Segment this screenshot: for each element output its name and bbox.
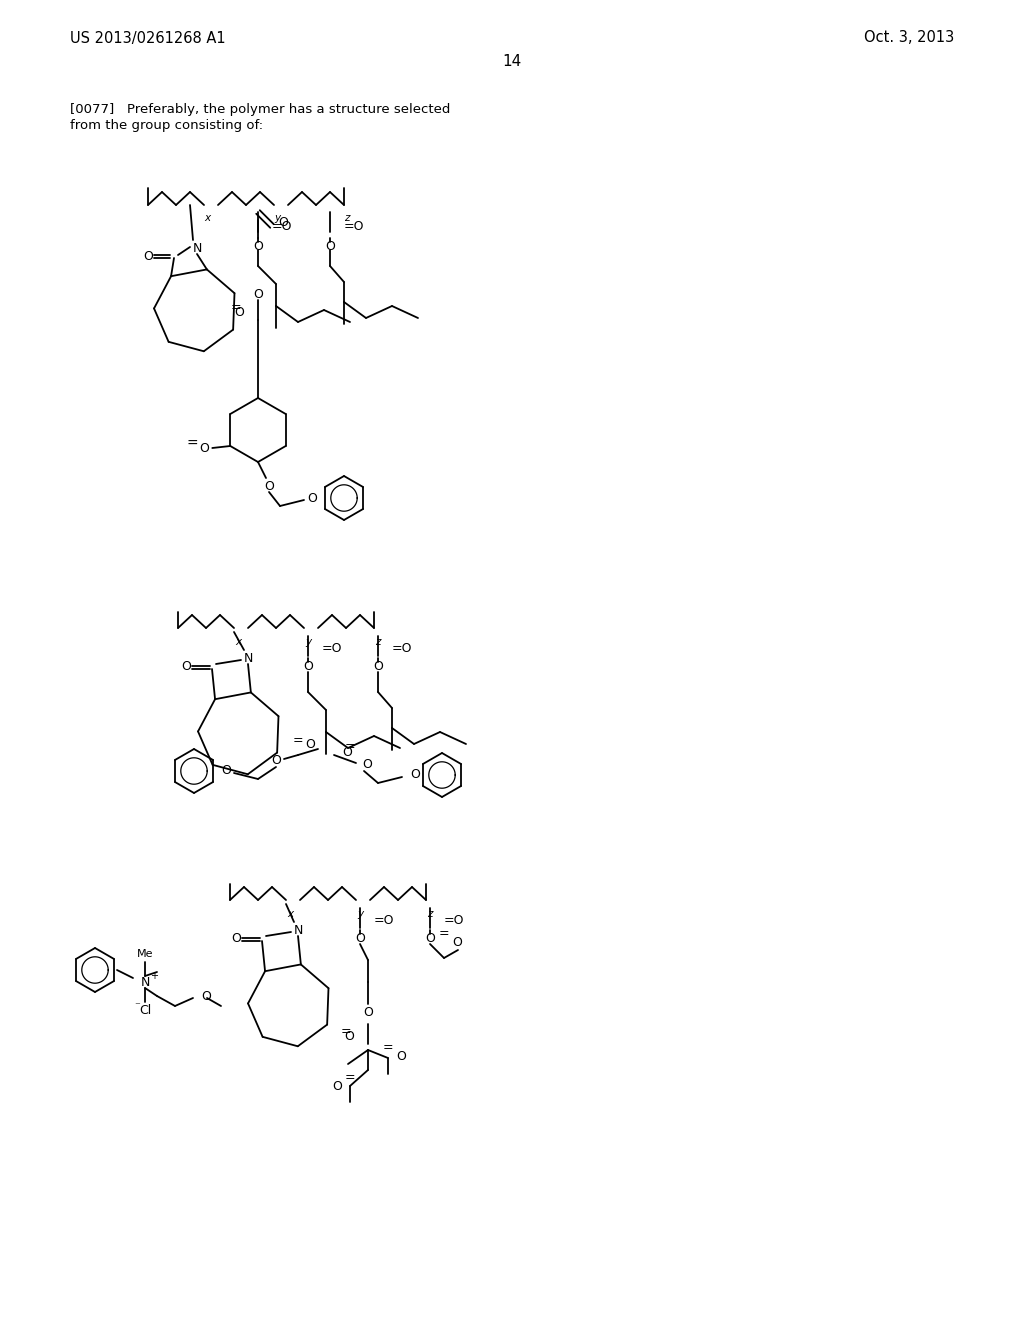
- Text: O: O: [452, 936, 462, 949]
- Text: O: O: [342, 747, 352, 759]
- Text: y: y: [305, 638, 311, 647]
- Text: O: O: [344, 1030, 354, 1043]
- Text: O: O: [143, 249, 153, 263]
- Text: N: N: [293, 924, 303, 936]
- Text: O: O: [355, 932, 365, 945]
- Text: =O: =O: [392, 642, 413, 655]
- Text: O: O: [200, 441, 209, 454]
- Text: y: y: [357, 909, 364, 919]
- Text: N: N: [140, 975, 150, 989]
- Text: =: =: [438, 928, 450, 940]
- Text: =: =: [345, 741, 355, 754]
- Text: O: O: [307, 491, 317, 504]
- Text: =O: =O: [444, 913, 465, 927]
- Text: =: =: [293, 734, 303, 747]
- Text: O: O: [253, 239, 263, 252]
- Text: O: O: [264, 479, 274, 492]
- Text: z: z: [344, 213, 350, 223]
- Text: x: x: [287, 909, 293, 919]
- Text: 14: 14: [503, 54, 521, 70]
- Text: O: O: [325, 239, 335, 252]
- Text: O: O: [201, 990, 211, 1002]
- Text: O: O: [362, 759, 372, 771]
- Text: US 2013/0261268 A1: US 2013/0261268 A1: [70, 30, 225, 45]
- Text: y: y: [274, 213, 280, 223]
- Text: O: O: [221, 764, 231, 777]
- Text: =O: =O: [344, 219, 365, 232]
- Text: =: =: [383, 1041, 393, 1055]
- Text: O: O: [396, 1049, 406, 1063]
- Text: Cl: Cl: [139, 1003, 152, 1016]
- Text: =O: =O: [322, 642, 342, 655]
- Text: O: O: [234, 305, 244, 318]
- Text: N: N: [193, 242, 202, 255]
- Text: O: O: [364, 1006, 373, 1019]
- Text: =: =: [345, 1072, 355, 1085]
- Text: =O: =O: [272, 219, 293, 232]
- Text: =: =: [230, 301, 242, 314]
- Text: O: O: [305, 738, 315, 751]
- Text: O: O: [181, 660, 190, 673]
- Text: O: O: [253, 288, 263, 301]
- Text: ⁻: ⁻: [134, 1001, 140, 1011]
- Text: =: =: [341, 1026, 351, 1039]
- Text: =O: =O: [374, 913, 394, 927]
- Text: O: O: [373, 660, 383, 672]
- Text: O: O: [271, 755, 281, 767]
- Text: Me: Me: [137, 949, 154, 960]
- Text: Oct. 3, 2013: Oct. 3, 2013: [864, 30, 954, 45]
- Text: O: O: [332, 1080, 342, 1093]
- Text: O: O: [410, 768, 420, 781]
- Text: z: z: [427, 909, 433, 919]
- Text: =: =: [186, 437, 198, 451]
- Text: z: z: [375, 638, 381, 647]
- Text: +: +: [150, 972, 158, 981]
- Text: N: N: [244, 652, 253, 664]
- Text: x: x: [204, 213, 210, 223]
- Text: from the group consisting of:: from the group consisting of:: [70, 120, 263, 132]
- Text: x: x: [234, 638, 241, 647]
- Text: O: O: [425, 932, 435, 945]
- Text: O: O: [231, 932, 241, 945]
- Text: O: O: [303, 660, 313, 672]
- Text: [0077]   Preferably, the polymer has a structure selected: [0077] Preferably, the polymer has a str…: [70, 103, 451, 116]
- Text: O: O: [278, 215, 288, 228]
